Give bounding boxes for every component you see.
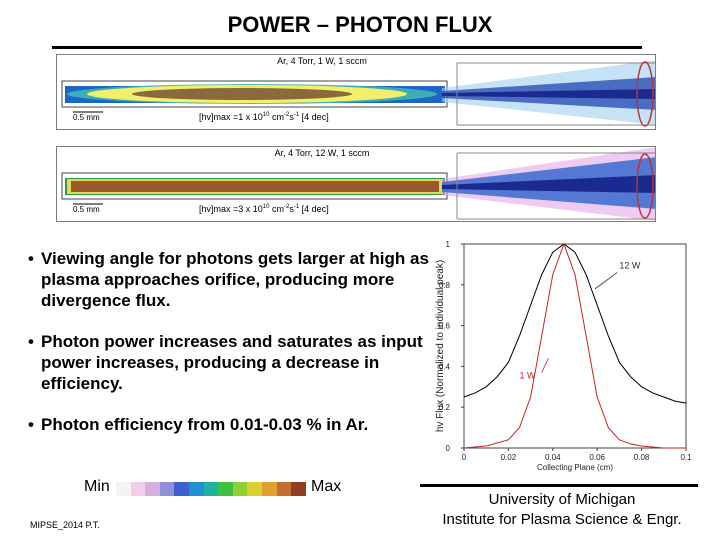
color-swatch [174, 482, 190, 496]
hvmax-exp3: -1 [293, 112, 300, 118]
scale-label: 0.5 mm [73, 113, 100, 122]
color-swatch [232, 482, 248, 496]
series-label-1w: 1 W [520, 371, 537, 381]
footer-credit: MIPSE_2014 P.T. [30, 520, 100, 530]
flux-profile-chart: 0 0.2 0.4 0.6 0.8 1 0 0.02 0.04 0.06 0.08 0.1 Collec… [435, 240, 692, 472]
series-leader-1w [541, 358, 549, 373]
x-tick-label: 0 [462, 453, 467, 462]
affiliation-line-1: University of Michigan [488, 491, 636, 508]
hvmax-prefix: [hv]max =3 x 10 [199, 204, 263, 214]
legend-min-label: Min [84, 478, 110, 495]
color-scale-bar [116, 482, 306, 496]
y-tick-label: 0.6 [439, 322, 451, 331]
simulation-image-1w [57, 55, 655, 129]
hvmax-prefix: [hv]max =1 x 10 [199, 112, 263, 122]
x-axis-label: Collecting Plane (cm) [537, 463, 613, 472]
x-tick-label: 0.1 [680, 453, 692, 462]
hvmax-suffix: [4 dec] [299, 112, 329, 122]
y-tick-label: 0.2 [439, 403, 451, 412]
series-line-1w [463, 242, 686, 449]
scale-label: 0.5 mm [73, 205, 100, 214]
y-tick-label: 0.8 [439, 281, 451, 290]
color-swatch [116, 482, 131, 496]
bullet-dot: • [28, 332, 34, 351]
y-tick-label: 0.4 [439, 362, 451, 371]
plasma-core-12w [71, 181, 439, 192]
color-swatch [145, 482, 160, 496]
simulation-panel-1w: Ar, 4 Torr, 1 W, 1 sccm 0.5 mm [hv]max =… [56, 54, 656, 130]
hvmax-exp3: -1 [293, 204, 300, 210]
y-axis-label: hv Flux (Normalized to individual peak) [435, 260, 446, 432]
x-tick-label: 0.08 [634, 453, 650, 462]
color-swatch [247, 482, 263, 496]
bullet-text: Photon power increases and saturates as … [41, 332, 423, 393]
bullet-item: • Viewing angle for photons gets larger a… [28, 248, 440, 311]
bullet-dot: • [28, 415, 34, 434]
bullet-list: • Viewing angle for photons gets larger a… [28, 248, 440, 455]
color-swatch [130, 482, 146, 496]
bullet-item: • Photon efficiency from 0.01-0.03 % in A… [28, 414, 440, 435]
x-tick-label: 0.04 [545, 453, 561, 462]
hvmax-mid: cm [269, 204, 284, 214]
affiliation: University of Michigan Institute for Pla… [414, 490, 710, 530]
hvmax-exp2: -2 [283, 204, 290, 210]
hvmax-mid: cm [269, 112, 284, 122]
bullet-text: Photon efficiency from 0.01-0.03 % in Ar… [41, 415, 369, 434]
title-rule [52, 46, 642, 49]
series-line-12w [463, 243, 687, 404]
hvmax-exp1: 10 [262, 204, 270, 210]
hvmax-mid2: s [289, 112, 294, 122]
color-swatch [203, 482, 219, 496]
affiliation-rule [420, 484, 698, 487]
plot-area [463, 243, 687, 449]
panel-condition: Ar, 4 Torr, 1 W, 1 sccm [277, 56, 367, 66]
color-swatch [189, 482, 204, 496]
series-label-12w: 12 W [619, 260, 641, 270]
hvmax-exp1: 10 [262, 112, 270, 118]
panel-condition: Ar, 4 Torr, 12 W, 1 sccm [274, 148, 370, 158]
x-tick-label: 0.06 [589, 453, 605, 462]
bullet-dot: • [28, 249, 34, 268]
hvmax-exp2: -2 [283, 112, 290, 118]
plasma-core-1w [132, 88, 352, 100]
color-swatch [159, 482, 175, 496]
page-title: POWER – PHOTON FLUX [227, 12, 493, 37]
color-swatch [262, 482, 277, 496]
simulation-panel-12w: Ar, 4 Torr, 12 W, 1 sccm 0.5 mm [hv]max … [56, 146, 656, 222]
hvmax-suffix: [4 dec] [299, 204, 329, 214]
x-tick-label: 0.02 [501, 453, 517, 462]
series-leader-12w [594, 272, 618, 290]
hvmax-label: [hv]max =3 x 1010 cm-2s-1 [4 dec] [199, 204, 329, 214]
simulation-image-12w [57, 147, 655, 221]
color-swatch [291, 482, 306, 496]
legend-max-label: Max [311, 478, 342, 495]
hvmax-label: [hv]max =1 x 1010 cm-2s-1 [4 dec] [199, 112, 329, 122]
bullet-text: Viewing angle for photons gets larger at… [41, 249, 429, 310]
bullet-item: • Photon power increases and saturates as… [28, 331, 440, 394]
y-tick-label: 1 [446, 240, 451, 249]
hvmax-mid2: s [289, 204, 294, 214]
affiliation-line-2: Institute for Plasma Science & Engr. [442, 511, 682, 528]
y-tick-label: 0 [446, 444, 451, 453]
color-swatch [218, 482, 233, 496]
color-swatch [276, 482, 292, 496]
